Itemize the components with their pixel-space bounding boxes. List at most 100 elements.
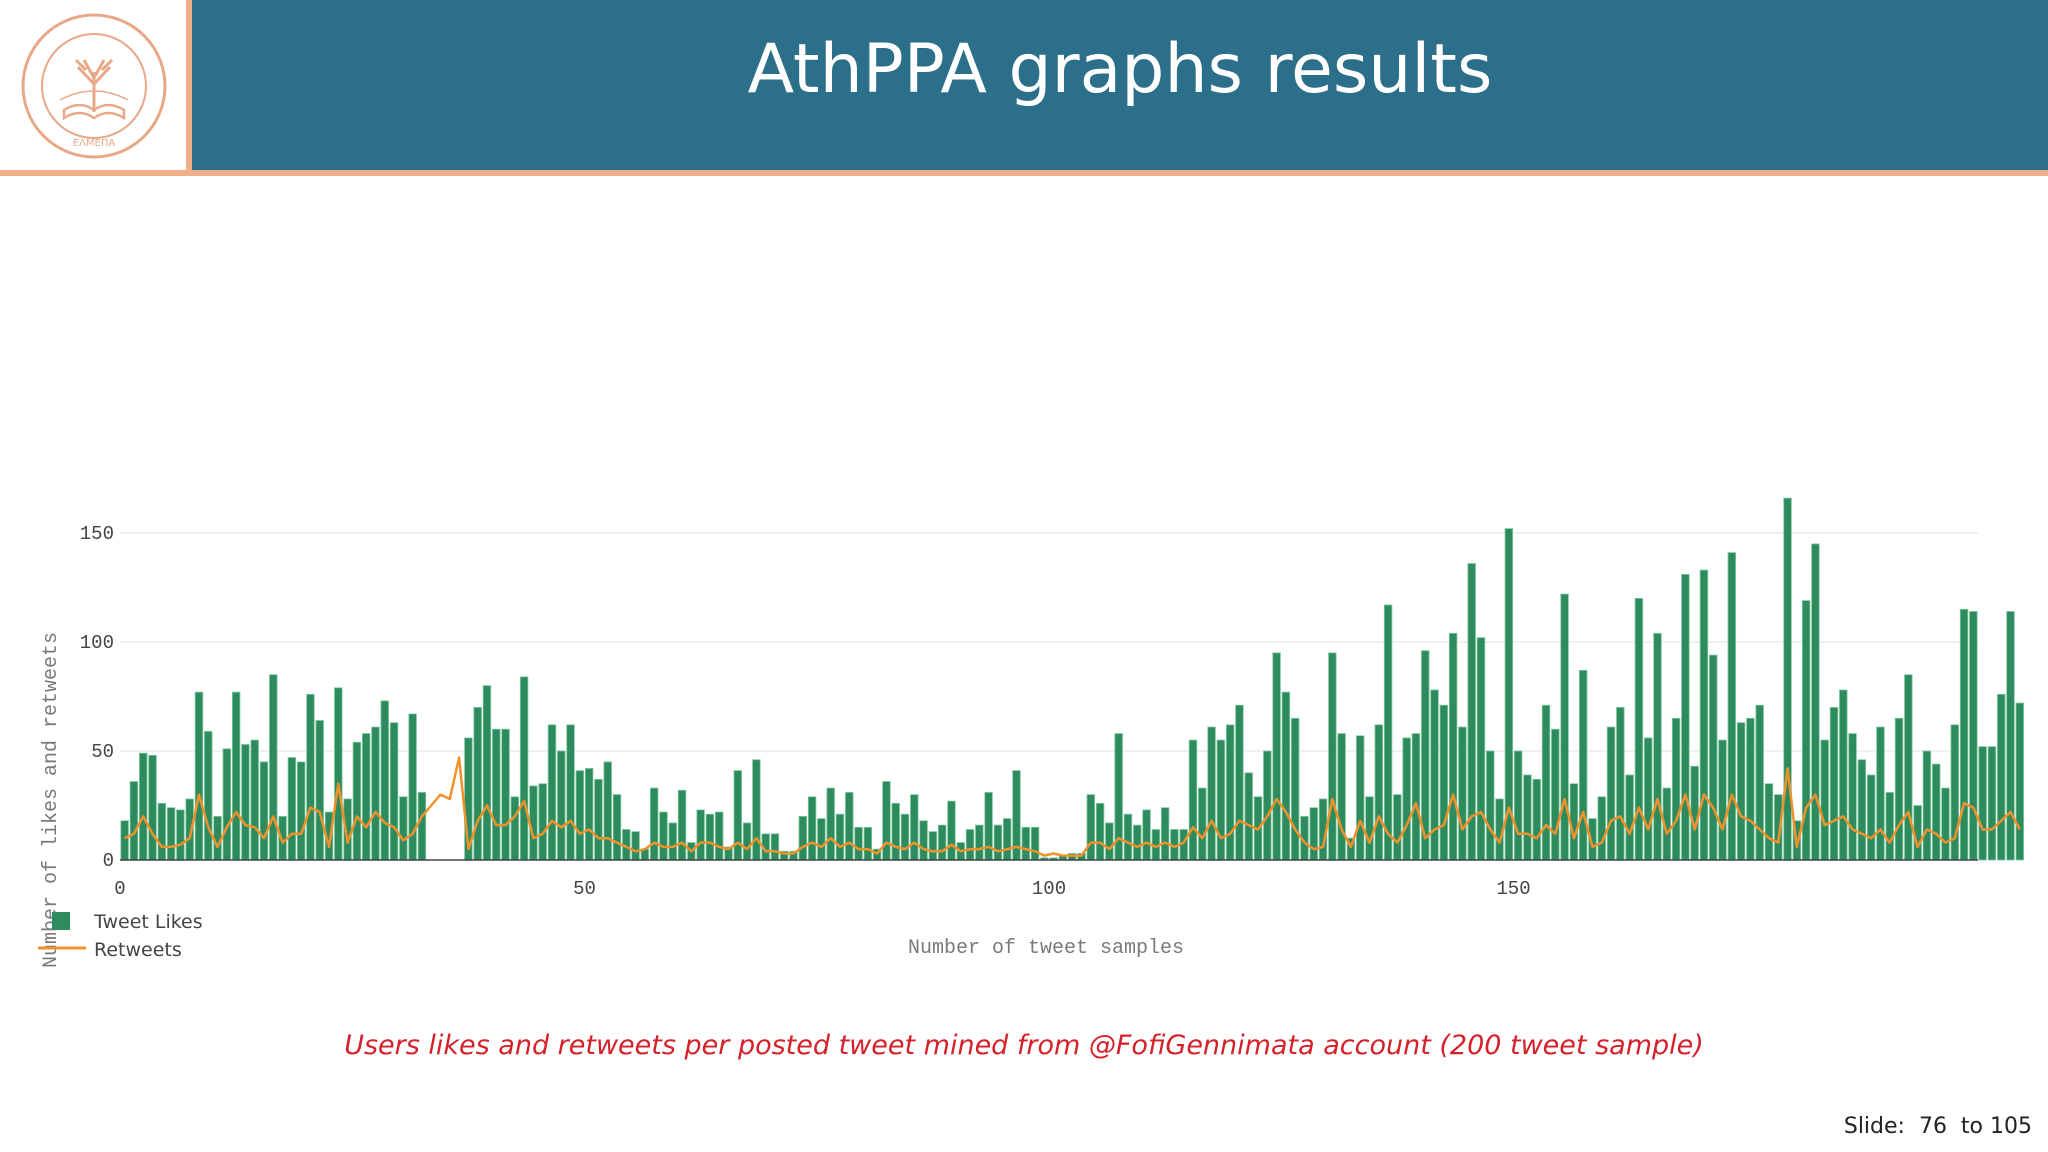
likes-bar — [594, 778, 603, 861]
likes-bar — [231, 691, 241, 861]
likes-bar — [1634, 598, 1644, 861]
y-axis-title: Number of likes and retweets — [40, 632, 63, 968]
likes-bar — [817, 818, 826, 861]
likes-bar — [1133, 824, 1142, 861]
likes-bar — [1616, 706, 1625, 861]
likes-bar — [1699, 569, 1709, 861]
x-tick-label: 100 — [1032, 878, 1066, 900]
likes-bar — [742, 822, 752, 861]
likes-bar — [1225, 724, 1235, 861]
likes-bar — [1476, 637, 1486, 861]
likes-bar — [1894, 717, 1904, 861]
likes-bar — [380, 700, 389, 861]
likes-bar — [1820, 739, 1829, 861]
likes-bar — [584, 768, 594, 861]
likes-bar — [1523, 774, 1532, 861]
likes-bar — [1123, 813, 1133, 861]
likes-bar — [1681, 574, 1690, 861]
slide-counter: Slide: 76 to 105 — [1843, 1114, 2032, 1139]
likes-bar — [213, 815, 222, 861]
likes-bar — [501, 728, 510, 861]
y-tick-label: 150 — [80, 523, 114, 545]
likes-bar — [296, 761, 306, 861]
likes-bar — [139, 752, 148, 861]
likes-bar — [1532, 778, 1541, 861]
likes-bar — [1746, 717, 1755, 861]
likes-bar — [2006, 611, 2015, 861]
likes-bar — [306, 693, 315, 861]
likes-bar — [176, 809, 185, 861]
likes-bar — [984, 792, 993, 861]
likes-bar — [975, 824, 984, 861]
likes-bar — [566, 724, 575, 861]
likes-bar — [1885, 792, 1894, 861]
likes-retweets-chart: 0 50 100 150 0 50 100 150 Number of likes and … — [38, 497, 2025, 968]
likes-bar — [510, 796, 520, 861]
likes-bar — [1337, 733, 1346, 861]
likes-bar — [1002, 818, 1012, 861]
likes-bar — [1374, 724, 1384, 861]
likes-bar — [826, 787, 835, 861]
likes-bar — [287, 757, 297, 861]
university-seal-icon: ΕΛΜΕΠΑ — [21, 13, 167, 159]
chart-legend[interactable]: Tweet Likes Retweets — [38, 911, 203, 961]
y-tick-label: 100 — [80, 632, 114, 654]
likes-bar — [714, 811, 724, 861]
likes-bar — [891, 802, 900, 861]
likes-bar — [1458, 726, 1467, 861]
likes-bar — [1411, 733, 1421, 861]
likes-bar — [854, 826, 863, 861]
likes-bar — [241, 744, 250, 861]
likes-bar — [1448, 632, 1458, 861]
legend-likes-swatch — [52, 912, 70, 930]
likes-bar — [1727, 552, 1737, 861]
likes-bar — [1393, 794, 1402, 861]
likes-bar — [928, 831, 938, 861]
likes-bar — [863, 826, 873, 861]
likes-bar — [1030, 826, 1040, 861]
likes-bar — [835, 813, 845, 861]
likes-bar — [1755, 704, 1764, 861]
retweets-line — [124, 756, 2021, 857]
likes-bar — [1978, 746, 1987, 861]
likes-bar — [1866, 774, 1876, 861]
likes-bar — [1829, 706, 1839, 861]
likes-bar — [1272, 652, 1281, 861]
likes-bar — [1606, 726, 1616, 861]
likes-bar — [937, 824, 947, 861]
likes-bar — [1430, 689, 1439, 861]
likes-bar — [575, 770, 585, 861]
likes-bar — [705, 813, 715, 861]
likes-bar — [1764, 783, 1774, 861]
likes-bar — [1783, 497, 1792, 861]
likes-bar — [1328, 652, 1337, 861]
y-tick-labels: 0 50 100 150 — [80, 523, 114, 872]
likes-bar — [315, 720, 324, 861]
likes-bar — [399, 796, 408, 861]
likes-bar — [1402, 737, 1411, 861]
likes-bar — [269, 674, 278, 861]
likes-bar — [1513, 750, 1523, 861]
likes-bar — [361, 733, 371, 861]
likes-bar — [1560, 593, 1569, 861]
svg-text:ΕΛΜΕΠΑ: ΕΛΜΕΠΑ — [73, 138, 116, 149]
likes-bar — [547, 724, 557, 861]
likes-bar — [1281, 691, 1291, 861]
x-tick-labels: 0 50 100 150 — [114, 878, 1530, 900]
likes-bar — [417, 792, 427, 861]
likes-bar — [1160, 807, 1170, 861]
likes-bar — [334, 687, 343, 861]
chart-gridlines — [120, 532, 1978, 752]
likes-bar — [1263, 750, 1272, 861]
likes-bar — [1857, 759, 1867, 861]
likes-bar — [473, 706, 482, 861]
likes-bar — [1105, 822, 1114, 861]
likes-bar — [222, 748, 232, 861]
likes-bar — [1207, 726, 1216, 861]
likes-bar — [1486, 750, 1495, 861]
likes-bar — [1997, 693, 2006, 861]
likes-bar — [1021, 826, 1030, 861]
y-tick-label: 50 — [91, 741, 114, 763]
likes-bar — [204, 730, 213, 861]
likes-bar — [1198, 787, 1207, 861]
